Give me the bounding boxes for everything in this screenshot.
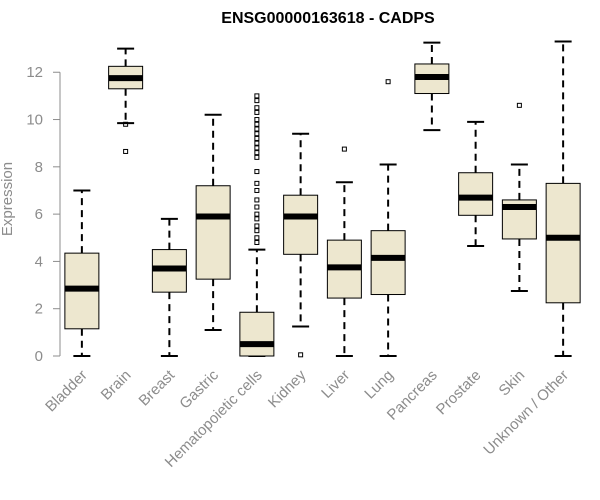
outlier-point (254, 121, 260, 127)
outlier-point (298, 352, 304, 358)
iqr-box (195, 185, 231, 280)
x-tick-label: Prostate (433, 367, 485, 419)
box-pancreas (414, 41, 450, 132)
outlier-point (254, 211, 260, 217)
outlier-point (254, 187, 260, 193)
outlier-point (254, 117, 260, 123)
outlier-point (341, 146, 347, 152)
outlier-point (254, 154, 260, 160)
axes: 0 2 4 6 8 10 12 (26, 64, 61, 365)
y-tick-label: 12 (26, 64, 43, 81)
iqr-box (283, 194, 319, 255)
outlier-point (254, 145, 260, 151)
outlier-point (254, 135, 260, 141)
outlier-point (254, 109, 260, 115)
iqr-box (458, 172, 494, 216)
iqr-box (239, 311, 275, 357)
outlier-point (254, 223, 260, 229)
box-lung (370, 79, 406, 357)
box-breast (151, 217, 187, 357)
x-tick-label: Liver (318, 367, 353, 402)
iqr-box (545, 182, 581, 304)
x-tick-label: Skin (496, 367, 529, 400)
y-tick-label: 8 (35, 159, 43, 176)
x-tick-label: Breast (136, 366, 179, 409)
outlier-point (254, 98, 260, 104)
outlier-point (123, 121, 129, 127)
outlier-point (254, 197, 260, 203)
outlier-point (254, 204, 260, 210)
x-tick-label: Lung (361, 367, 397, 403)
outlier-point (516, 102, 522, 108)
box-prostate (458, 120, 494, 248)
x-tick-label: Brain (98, 367, 135, 404)
y-tick-label: 6 (35, 206, 43, 223)
x-tick-label: Kidney (265, 366, 310, 411)
outlier-point (254, 216, 260, 222)
box-hematopoietic-cells (239, 93, 275, 357)
box-skin (501, 102, 537, 292)
outlier-point (254, 93, 260, 99)
outlier-point (123, 148, 129, 154)
outlier-point (254, 180, 260, 186)
box-kidney (283, 132, 319, 358)
box-brain (108, 47, 144, 154)
outlier-point (385, 79, 391, 85)
box-gastric (195, 113, 231, 331)
y-tick-label: 4 (35, 253, 43, 270)
box-bladder (64, 189, 100, 357)
outlier-point (254, 239, 260, 245)
chart-title: ENSG00000163618 - CADPS (221, 10, 435, 27)
y-axis-label: Expression (0, 162, 16, 236)
y-tick-label: 0 (35, 348, 43, 365)
outlier-point (254, 126, 260, 132)
outlier-point (254, 140, 260, 146)
outlier-point (254, 150, 260, 156)
box-unknown-other (545, 40, 581, 357)
x-tick-label: Bladder (42, 367, 91, 416)
outlier-point (254, 235, 260, 241)
y-tick-label: 2 (35, 301, 43, 318)
outlier-point (254, 228, 260, 234)
outlier-point (254, 131, 260, 137)
box-liver (326, 146, 362, 357)
y-tick-label: 10 (26, 112, 43, 129)
boxes-group (64, 40, 581, 358)
iqr-box (370, 230, 406, 296)
outlier-point (254, 169, 260, 175)
outlier-point (254, 105, 260, 111)
